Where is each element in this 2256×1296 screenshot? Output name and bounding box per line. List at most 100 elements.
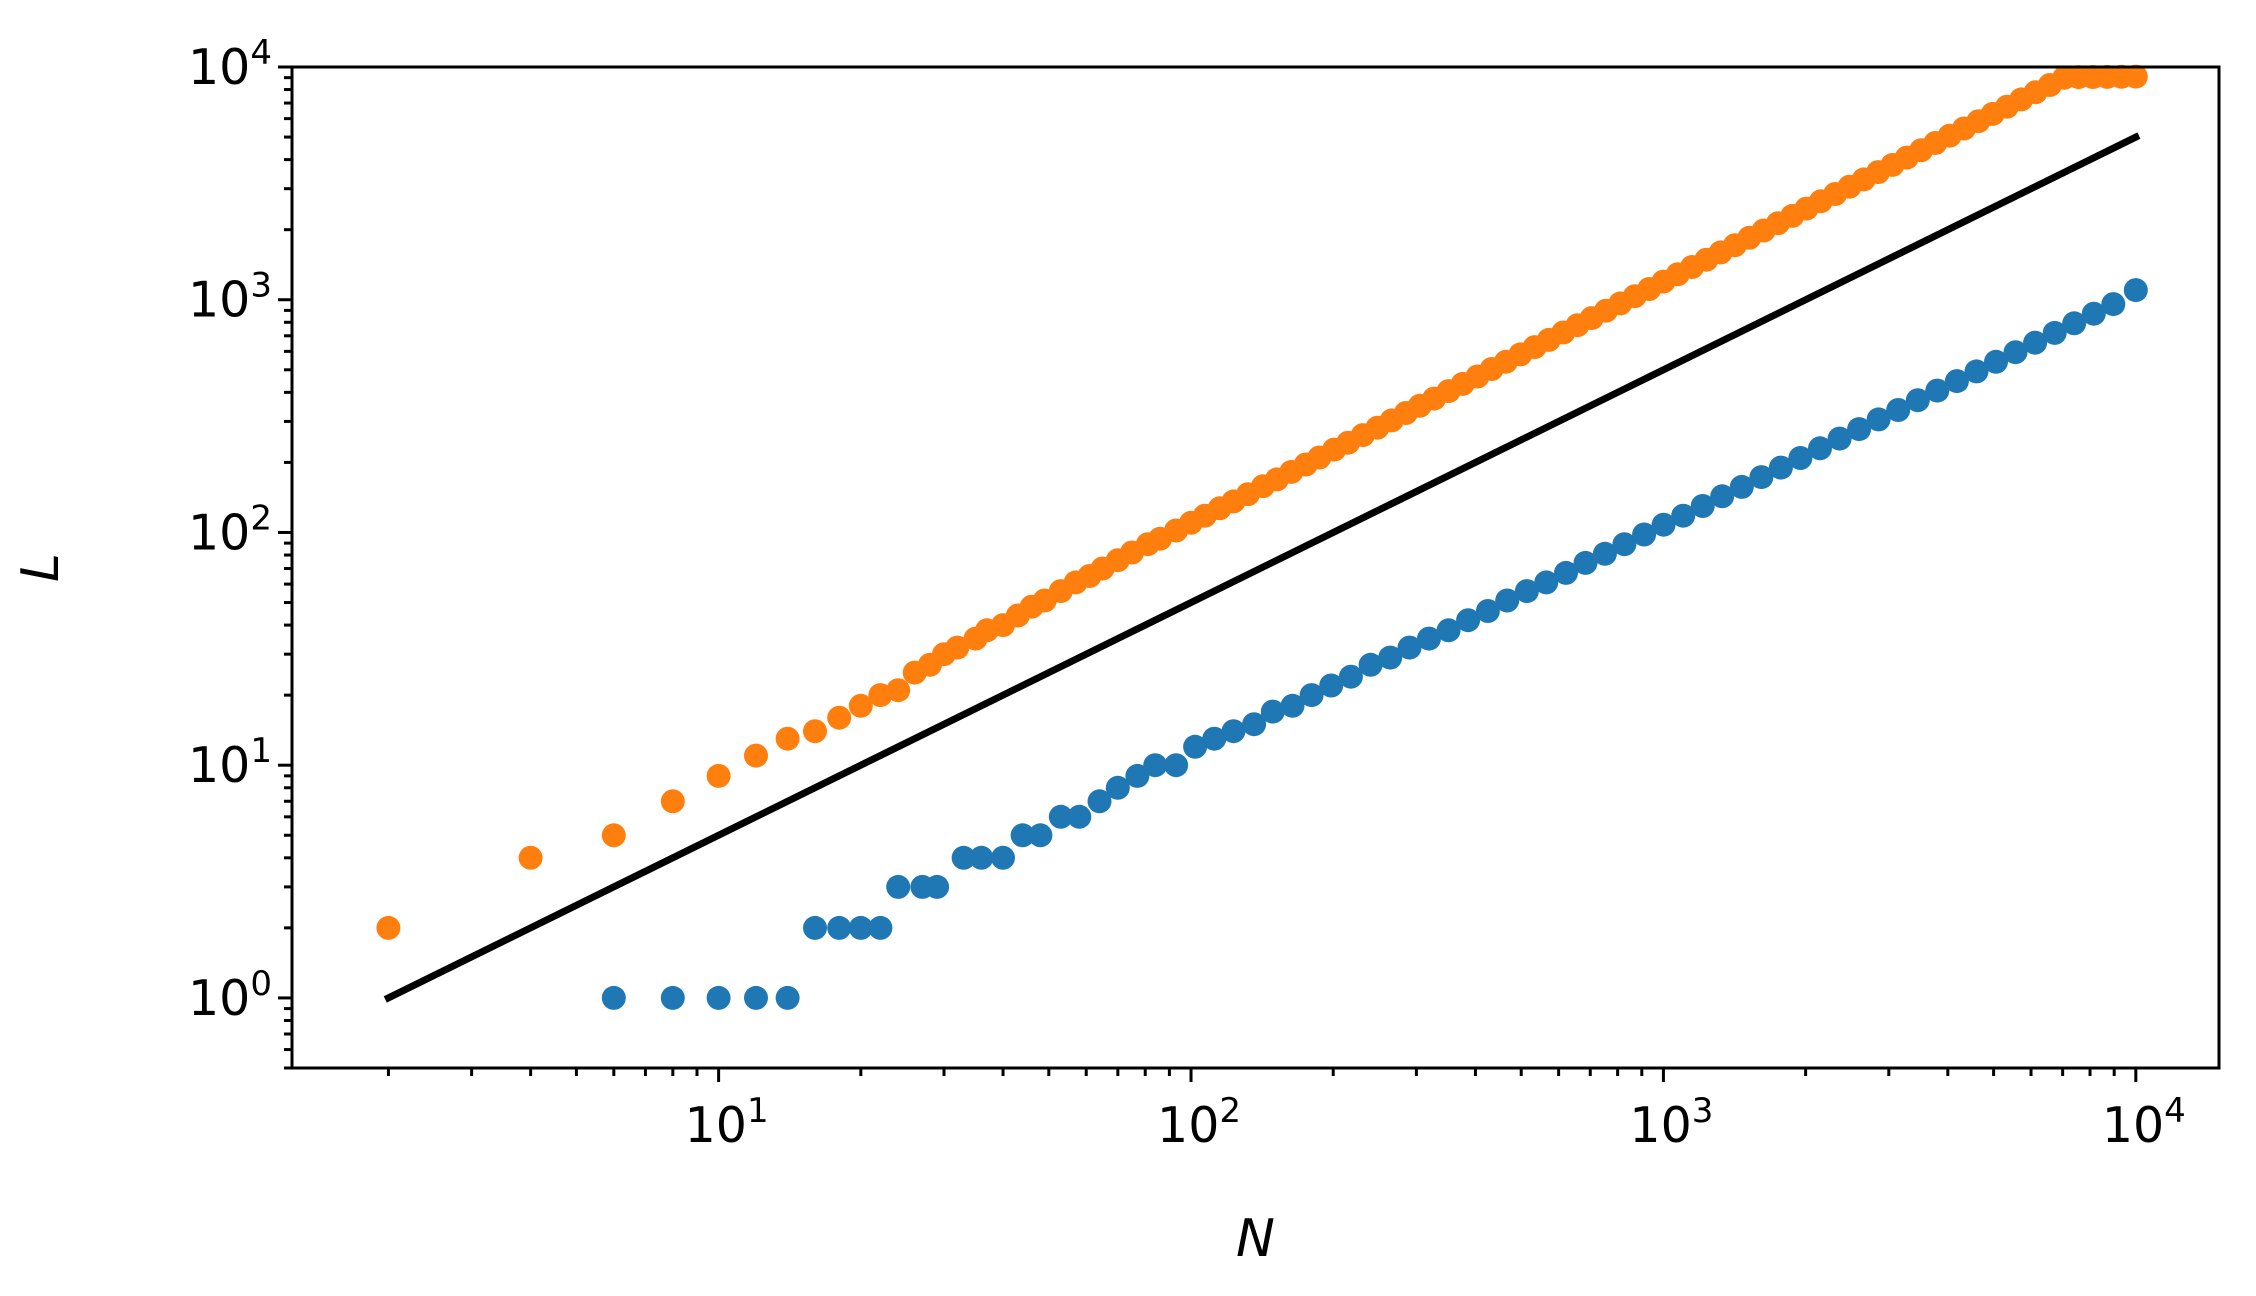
series-0-point [775,726,800,751]
series-1-point [775,985,800,1010]
x-axis-label: N [1236,1209,1275,1269]
series-1-point [2023,330,2048,355]
series-1-point [1671,503,1696,528]
series-1-point [991,845,1015,870]
series-1-point [601,985,626,1010]
series-1-point [1768,455,1793,480]
series-1-point [1788,446,1813,470]
series-1-point [1125,763,1150,788]
series-0-point [744,743,768,768]
series-2-line [383,132,2141,1003]
series-1-point [1690,494,1715,518]
series-0-point [827,705,852,730]
series-1-point [1378,645,1403,670]
y-axis-label: L [11,553,71,582]
series-1-point [1221,719,1246,744]
series-1-point [803,915,827,940]
series-1-point [1729,474,1754,499]
series-1-point [2062,311,2087,336]
series-1-point [1612,532,1637,557]
series-0-point [848,693,873,718]
series-1-point [1534,570,1559,595]
series-1-point [2101,292,2126,317]
chart-axes: 101 102 103 104 100 101 102 103 104 [188,33,2221,1154]
series-1-point [969,845,994,870]
series-1-point [1067,804,1092,829]
series-1-point [1573,550,1598,575]
series-1-point [1475,599,1500,623]
series-1-point [1242,712,1267,737]
series-1-point [1964,359,1989,384]
series-1-point [1143,753,1168,778]
series-1-point [1260,699,1285,724]
series-1-point [1749,465,1774,490]
series-1-point [1048,804,1073,829]
series-1-point [1827,426,1852,451]
series-1-point [1280,693,1305,718]
series-1-point [1710,484,1735,509]
series-1-point [706,985,731,1010]
x-tick-label: 101 [685,1091,769,1154]
series-0-point [803,719,827,744]
series-0-point [376,915,401,940]
series-1-point [1886,398,1911,422]
series-1-point [1010,823,1035,848]
series-0-point [518,845,543,870]
chart-marks [376,64,2148,1010]
series-1-point [1417,626,1441,651]
x-tick-label: 104 [2102,1091,2186,1154]
series-1-point [2003,340,2028,365]
series-1-point [2123,278,2148,303]
series-1-point [1164,753,1189,778]
series-1-point [1299,683,1324,708]
series-1-point [1808,436,1832,461]
series-1-point [660,985,685,1010]
series-1-point [848,915,873,940]
series-1-point [827,915,852,940]
series-1-point [1183,734,1208,759]
y-tick-label: 103 [188,266,272,329]
series-1-point [1319,673,1344,698]
series-1-point [744,985,768,1010]
series-1-point [1514,579,1539,604]
series-0-point [601,823,626,848]
series-1-point [1202,726,1227,751]
series-1-point [1397,635,1422,660]
series-1-point [1358,652,1383,677]
series-1-point [1866,407,1891,432]
series-1-point [1905,388,1930,413]
series-0-point [886,678,911,703]
series-1-point [1436,618,1461,643]
series-1-point [1105,775,1130,800]
series-1-point [925,874,950,899]
series-1-point [1338,664,1363,689]
series-1-point [1592,541,1617,566]
series-0-point [945,635,970,660]
series-1-point [886,874,911,899]
series-1-point [1847,417,1872,442]
series-0-point [2123,64,2148,89]
series-1-point [2042,320,2067,345]
series-1-point [1087,789,1112,814]
series-0-point [706,763,731,788]
series-1-point [1456,608,1481,633]
series-1-point [1554,560,1578,585]
x-tick-label: 102 [1157,1091,1241,1154]
y-tick-label: 104 [188,33,272,96]
series-1-point [1495,588,1520,613]
series-1-point [1028,823,1053,848]
x-tick-label: 103 [1629,1091,1713,1154]
series-1-point [1925,378,1950,403]
series-1-point [1632,522,1657,547]
series-1-point [1651,512,1676,537]
series-1-point [2081,301,2106,326]
series-1-point [951,845,976,870]
series-1-point [1984,349,2008,374]
y-tick-label: 102 [188,498,272,561]
series-1-point [868,915,893,940]
series-0-point [660,789,685,814]
y-tick-label: 100 [188,964,272,1027]
y-tick-label: 101 [188,731,272,794]
